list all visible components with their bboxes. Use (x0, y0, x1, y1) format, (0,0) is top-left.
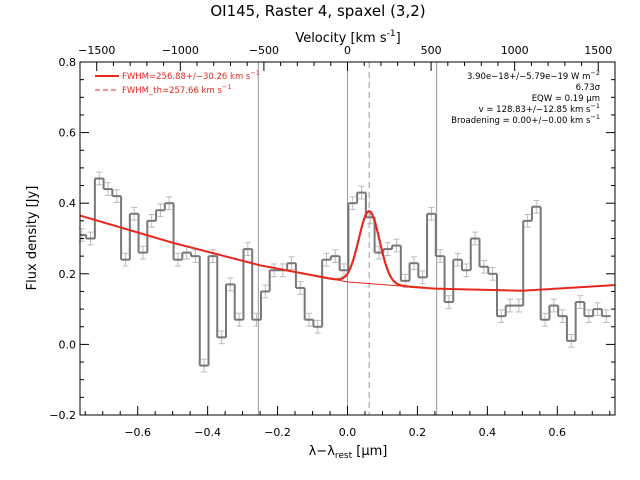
legend-label-fit: FWHM=256.88+/−30.26 km s−1 (122, 69, 260, 82)
top-x-tick-label: 500 (421, 44, 442, 57)
x-tick-label: −0.4 (194, 426, 221, 439)
fit-curves (79, 210, 616, 292)
top-x-axis-label: Velocity [km s-1] (295, 29, 400, 46)
axis-tick-labels: −0.6 −0.4 −0.2 0.0 0.2 0.4 0.6 −1500 −1000 −500 0 5… (49, 44, 612, 439)
top-x-tick-label: −500 (249, 44, 279, 57)
y-tick-label: 0.0 (59, 338, 77, 351)
annotation-line-broadening: Broadening = 0.00+/−0.00 km s−1 (451, 113, 600, 126)
annotation-line-eqw: EQW = 0.19 μm (532, 94, 600, 104)
top-x-tick-label: −1000 (162, 44, 199, 57)
legend: FWHM=256.88+/−30.26 km s−1 FWHM_th=257.6… (95, 69, 260, 96)
y-tick-label: 0.2 (59, 268, 77, 281)
x-tick-label: 0.2 (409, 426, 427, 439)
x-tick-label: 0.4 (479, 426, 497, 439)
legend-label-thermal: FWHM_th=257.66 km s−1 (122, 83, 231, 96)
chart-title: OI145, Raster 4, spaxel (3,2) (210, 2, 425, 20)
x-tick-label: −0.2 (264, 426, 291, 439)
annotation-line-flux: 3.90e−18+/−5.79e−19 W m−2 (467, 69, 600, 82)
x-tick-label: 0.6 (549, 426, 567, 439)
top-x-tick-label: 0 (344, 44, 351, 57)
y-tick-label: 0.6 (59, 127, 77, 140)
x-tick-label: −0.6 (124, 426, 151, 439)
y-tick-label: −0.2 (49, 409, 76, 422)
x-tick-label: 0.0 (339, 426, 357, 439)
y-axis-label: Flux density [Jy] (25, 186, 40, 291)
annotation-line-velocity: v = 128.83+/−12.85 km s−1 (479, 102, 600, 115)
top-x-tick-label: 1000 (501, 44, 529, 57)
top-x-tick-label: −1500 (78, 44, 115, 57)
data-histogram (80, 177, 611, 367)
axis-ticks (79, 61, 616, 416)
y-tick-label: 0.4 (59, 197, 77, 210)
top-x-tick-label: 1500 (584, 44, 612, 57)
annotation-line-sigma: 6.73σ (576, 83, 601, 93)
y-tick-label: 0.8 (59, 56, 77, 69)
thermal-fit-curve (315, 211, 424, 289)
x-axis-label: λ−λrest [μm] (309, 444, 388, 461)
annotation-block: 3.90e−18+/−5.79e−19 W m−2 6.73σ EQW = 0.… (451, 69, 600, 126)
